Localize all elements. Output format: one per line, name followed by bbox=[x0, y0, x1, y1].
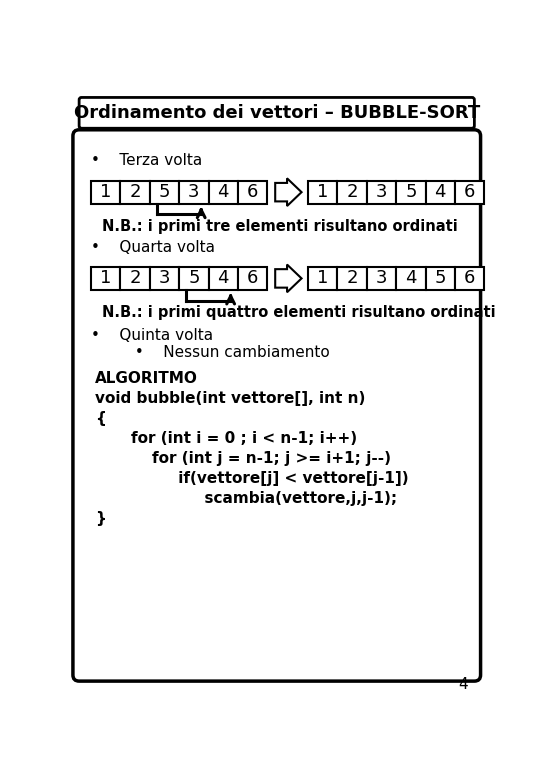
Bar bbox=[367, 267, 396, 290]
Bar bbox=[308, 267, 337, 290]
Text: 4: 4 bbox=[218, 269, 229, 287]
FancyBboxPatch shape bbox=[79, 98, 474, 128]
Text: 4: 4 bbox=[435, 183, 446, 201]
Bar bbox=[426, 181, 455, 204]
Bar bbox=[208, 267, 238, 290]
Text: 1: 1 bbox=[317, 269, 328, 287]
Text: for (int i = 0 ; i < n-1; i++): for (int i = 0 ; i < n-1; i++) bbox=[110, 431, 357, 446]
Text: 2: 2 bbox=[346, 183, 357, 201]
Bar bbox=[426, 267, 455, 290]
Text: 3: 3 bbox=[188, 183, 200, 201]
Bar bbox=[396, 267, 426, 290]
Text: 3: 3 bbox=[376, 269, 387, 287]
Text: 6: 6 bbox=[464, 183, 475, 201]
Bar bbox=[238, 181, 267, 204]
Text: 5: 5 bbox=[405, 183, 416, 201]
Bar bbox=[337, 181, 367, 204]
Text: 6: 6 bbox=[247, 183, 259, 201]
Text: scambia(vettore,j,j-1);: scambia(vettore,j,j-1); bbox=[110, 491, 397, 506]
Bar bbox=[150, 181, 179, 204]
Text: 4: 4 bbox=[458, 677, 468, 692]
Text: 3: 3 bbox=[376, 183, 387, 201]
Text: for (int j = n-1; j >= i+1; j--): for (int j = n-1; j >= i+1; j--) bbox=[110, 451, 391, 466]
Text: 2: 2 bbox=[129, 269, 141, 287]
Text: 1: 1 bbox=[317, 183, 328, 201]
Text: ALGORITMO: ALGORITMO bbox=[94, 371, 198, 386]
Polygon shape bbox=[275, 264, 301, 292]
Text: void bubble(int vettore[], int n): void bubble(int vettore[], int n) bbox=[94, 391, 365, 406]
Text: 2: 2 bbox=[129, 183, 141, 201]
Text: •    Quarta volta: • Quarta volta bbox=[91, 240, 215, 255]
Bar bbox=[337, 267, 367, 290]
Text: N.B.: i primi quattro elementi risultano ordinati: N.B.: i primi quattro elementi risultano… bbox=[103, 305, 496, 320]
Polygon shape bbox=[275, 179, 301, 206]
Text: 5: 5 bbox=[188, 269, 200, 287]
Bar bbox=[455, 267, 484, 290]
Bar bbox=[238, 267, 267, 290]
Bar bbox=[396, 181, 426, 204]
Text: if(vettore[j] < vettore[j-1]): if(vettore[j] < vettore[j-1]) bbox=[110, 471, 409, 486]
Text: N.B.: i primi tre elementi risultano ordinati: N.B.: i primi tre elementi risultano ord… bbox=[103, 218, 458, 233]
Bar bbox=[208, 181, 238, 204]
Text: 1: 1 bbox=[100, 183, 111, 201]
Text: 4: 4 bbox=[405, 269, 416, 287]
Bar bbox=[91, 267, 120, 290]
FancyBboxPatch shape bbox=[73, 129, 481, 681]
Bar bbox=[120, 267, 150, 290]
Bar bbox=[179, 267, 208, 290]
Bar bbox=[150, 267, 179, 290]
Text: 6: 6 bbox=[247, 269, 259, 287]
Text: 6: 6 bbox=[464, 269, 475, 287]
Text: Ordinamento dei vettori – BUBBLE-SORT: Ordinamento dei vettori – BUBBLE-SORT bbox=[73, 104, 480, 122]
Bar bbox=[179, 181, 208, 204]
Text: 4: 4 bbox=[218, 183, 229, 201]
Text: 5: 5 bbox=[435, 269, 446, 287]
Text: }: } bbox=[94, 511, 105, 526]
Bar bbox=[367, 181, 396, 204]
Text: •    Nessun cambiamento: • Nessun cambiamento bbox=[91, 345, 329, 360]
Bar bbox=[308, 181, 337, 204]
Text: •    Terza volta: • Terza volta bbox=[91, 153, 202, 168]
Text: 3: 3 bbox=[159, 269, 170, 287]
Text: •    Quinta volta: • Quinta volta bbox=[91, 328, 213, 343]
Text: 5: 5 bbox=[159, 183, 170, 201]
Bar bbox=[91, 181, 120, 204]
Text: 2: 2 bbox=[346, 269, 357, 287]
Bar bbox=[455, 181, 484, 204]
Bar bbox=[120, 181, 150, 204]
Text: {: { bbox=[94, 411, 105, 426]
Text: 1: 1 bbox=[100, 269, 111, 287]
